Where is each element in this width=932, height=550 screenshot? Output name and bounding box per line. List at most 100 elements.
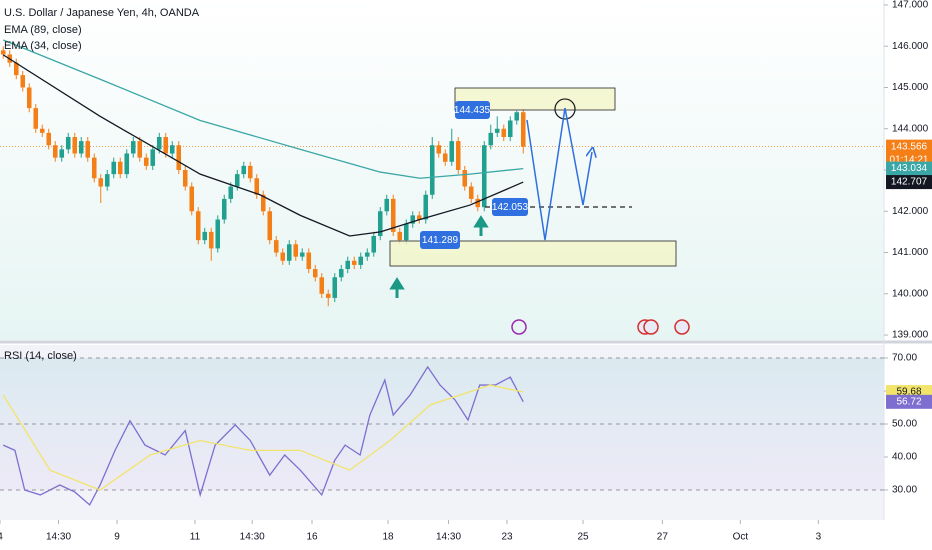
candle-body [65,136,71,150]
candle-body [377,211,383,237]
candle-body [436,145,442,154]
candle-body [293,244,299,257]
line-series [3,39,524,179]
price-tag [886,161,932,176]
candle-body [143,157,149,166]
candle-body [260,194,266,212]
candle-body [423,194,429,220]
y-tick-label: 40.00 [892,452,917,463]
candle-body [46,132,52,146]
candle-body [91,157,97,179]
x-tick-label: 14:30 [240,532,265,543]
candle-body [169,145,175,154]
legend-entry: EMA (34, close) [4,40,82,52]
x-tick-label: Oct [733,532,749,543]
candle-body [468,186,474,199]
target-circle [554,98,576,120]
x-tick-label: 9 [114,532,120,543]
price-callout-label: 141.289 [422,235,459,246]
x-tick-label: 27 [657,532,669,543]
candle-body [514,112,520,121]
candle-body [286,244,292,261]
event-icon[interactable] [511,319,527,335]
candle-body [397,231,403,241]
candle-body [254,178,260,195]
candle-body [247,165,253,179]
x-tick-label: 11 [190,532,201,543]
x-tick-label: 18 [382,532,394,543]
candle-body [494,128,500,133]
candle-body [319,277,325,294]
resistance-zone [454,87,616,111]
drawings: 144.435 142.053 141.289 [389,87,690,335]
candle-body [72,136,78,154]
line-series [2,365,524,506]
candle-body [416,215,422,220]
countdown: 01:14:21 [890,154,929,165]
event-icon[interactable] [674,319,690,335]
event-icon[interactable] [643,319,659,335]
candle-body [520,112,526,147]
candle-body [130,141,136,154]
candle-body [306,252,312,270]
candle-body [163,136,169,154]
y-tick-label: 139.000 [892,330,929,341]
price-pane [0,0,884,340]
candle-body [234,174,240,187]
candle-body [442,153,448,162]
candle-body [501,128,507,137]
candle-body [13,62,19,76]
candle-body [403,223,409,241]
candle-body [475,198,481,208]
y-tick-label: 142.000 [892,206,929,217]
candle-body [371,236,377,253]
y-tick-label: 50.00 [892,419,917,430]
candle-body [351,260,357,265]
candle-body [338,269,344,278]
candle-body [59,149,65,158]
candle-body [455,141,461,170]
candle-body [137,141,143,158]
candle-body [267,211,273,241]
legend-entry: EMA (89, close) [4,24,82,36]
price-tag-label: 143.566 [891,141,928,152]
candle-body [481,145,487,208]
candle-body [0,50,6,55]
candle-body [221,198,227,220]
candle-body [117,161,123,175]
candle-body [156,136,162,150]
candle-body [26,87,32,109]
candle-body [124,153,130,175]
x-tick-label: 23 [501,532,513,543]
candle-body [273,240,279,253]
price-tag [886,394,932,409]
x-tick-label: 16 [306,532,318,543]
candle-body [189,186,195,212]
candle-body [429,145,435,195]
price-callout-label: 142.053 [492,202,529,213]
candle-body [176,145,182,170]
buy-arrow [389,277,405,298]
price-tag-label: 143.034 [891,163,928,174]
price-callout [420,231,460,249]
y-tick-label: 145.000 [892,82,929,93]
rsi-title: RSI (14, close) [4,350,77,362]
candle-body [39,128,45,133]
price-tag-label: 142.707 [891,177,928,188]
candle-body [410,215,416,224]
candle-body [390,198,396,232]
candle-body [325,293,331,298]
candle-body [52,145,58,158]
y-tick-label: 144.000 [892,123,929,134]
x-tick-label: 3 [816,532,822,543]
x-tick-label: 4 [0,532,3,543]
candle-body [299,252,305,257]
candle-body [332,277,338,298]
x-tick-label: 14:30 [436,532,461,543]
candle-body [98,178,104,187]
buy-arrow [473,215,489,236]
price-callout-label: 144.435 [454,105,491,116]
y-tick-label: 147.000 [892,0,929,11]
candle-body [312,269,318,278]
candle-body [78,141,84,154]
